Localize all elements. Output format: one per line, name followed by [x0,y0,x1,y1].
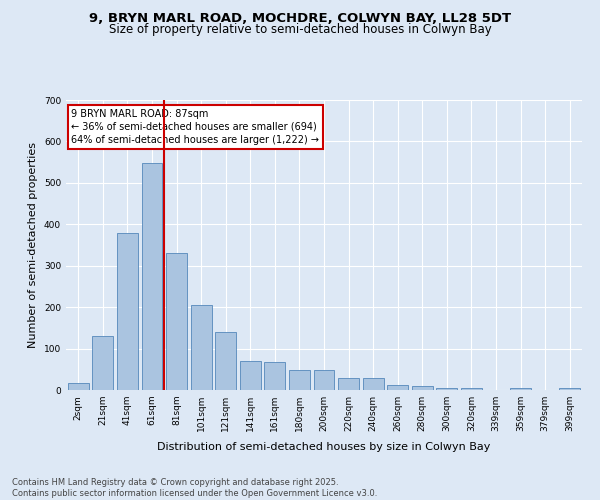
Bar [117,232,138,390]
Bar [387,385,408,390]
Bar [265,362,286,390]
Bar [166,254,187,390]
Bar [314,370,334,390]
Bar [362,378,383,390]
Bar [461,388,482,390]
Bar [559,388,580,390]
Bar [92,336,113,390]
Text: Distribution of semi-detached houses by size in Colwyn Bay: Distribution of semi-detached houses by … [157,442,491,452]
Text: 9 BRYN MARL ROAD: 87sqm
← 36% of semi-detached houses are smaller (694)
64% of s: 9 BRYN MARL ROAD: 87sqm ← 36% of semi-de… [71,108,319,145]
Bar [436,388,457,390]
Bar [215,332,236,390]
Bar [142,163,163,390]
Bar [240,361,261,390]
Bar [289,370,310,390]
Bar [68,382,89,390]
Bar [412,386,433,390]
Y-axis label: Number of semi-detached properties: Number of semi-detached properties [28,142,38,348]
Text: Contains HM Land Registry data © Crown copyright and database right 2025.
Contai: Contains HM Land Registry data © Crown c… [12,478,377,498]
Bar [338,378,359,390]
Text: Size of property relative to semi-detached houses in Colwyn Bay: Size of property relative to semi-detach… [109,24,491,36]
Text: 9, BRYN MARL ROAD, MOCHDRE, COLWYN BAY, LL28 5DT: 9, BRYN MARL ROAD, MOCHDRE, COLWYN BAY, … [89,12,511,26]
Bar [510,388,531,390]
Bar [191,305,212,390]
